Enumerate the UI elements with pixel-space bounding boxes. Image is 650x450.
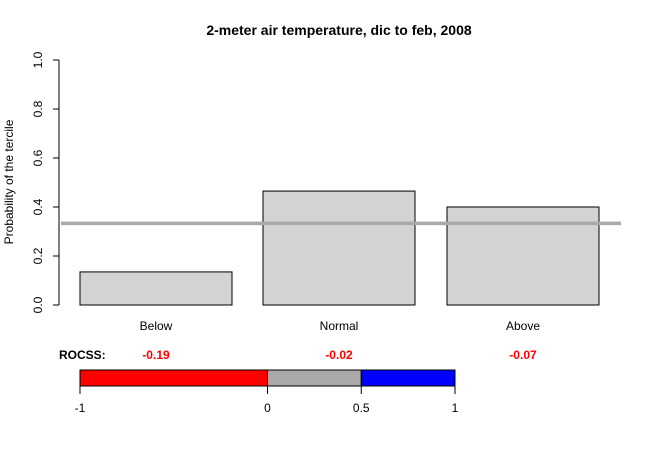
- y-axis: 0.0 0.2 0.4 0.6 0.8 1.0: [31, 51, 60, 313]
- rocss-values: -0.19 -0.02 -0.07: [142, 348, 537, 362]
- colorbar: -1 0 0.5 1: [75, 369, 459, 415]
- rocss-value-above: -0.07: [509, 348, 537, 362]
- bars: [79, 190, 600, 306]
- y-tick-label: 1.0: [31, 51, 45, 68]
- y-axis-label: Probability of the tercile: [2, 119, 16, 244]
- y-tick-label: 0.2: [31, 247, 45, 264]
- category-label-normal: Normal: [320, 319, 359, 333]
- y-tick-label: 0.4: [31, 198, 45, 215]
- colorbar-tick-label: 0: [264, 401, 271, 415]
- y-tick-label: 0.0: [31, 296, 45, 313]
- bar-below: [79, 271, 233, 306]
- rocss-value-normal: -0.02: [325, 348, 353, 362]
- category-label-above: Above: [506, 319, 540, 333]
- y-tick-label: 0.8: [31, 100, 45, 117]
- rocss-value-below: -0.19: [142, 348, 170, 362]
- category-label-below: Below: [140, 319, 173, 333]
- rocss-label: ROCSS:: [59, 348, 106, 362]
- colorbar-segment: [360, 369, 456, 387]
- colorbar-segment: [267, 369, 362, 387]
- colorbar-tick-label: -1: [75, 401, 86, 415]
- y-tick-label: 0.6: [31, 149, 45, 166]
- colorbar-segment: [79, 369, 268, 387]
- chart-title: 2-meter air temperature, dic to feb, 200…: [206, 22, 472, 38]
- colorbar-tick-label: 1: [452, 401, 459, 415]
- colorbar-tick-label: 0.5: [353, 401, 370, 415]
- category-labels: Below Normal Above: [140, 319, 541, 333]
- bar-normal: [262, 190, 416, 306]
